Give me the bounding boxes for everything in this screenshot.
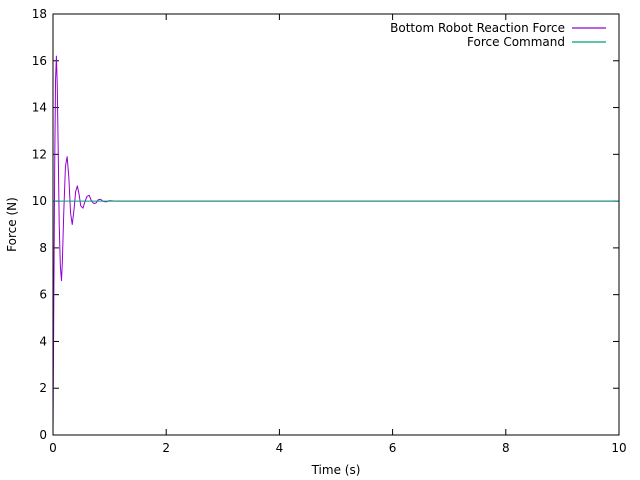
x-tick-label: 6 [389, 441, 397, 455]
x-tick-label: 0 [49, 441, 57, 455]
x-tick-label: 8 [502, 441, 510, 455]
legend-label-reaction-force: Bottom Robot Reaction Force [390, 21, 565, 35]
y-tick-label: 8 [39, 241, 47, 255]
x-tick-label: 10 [611, 441, 626, 455]
y-tick-label: 14 [32, 101, 47, 115]
x-axis-title: Time (s) [311, 463, 361, 477]
y-axis-ticks: 0 2 4 6 8 10 12 14 16 18 [32, 7, 619, 442]
y-axis-title: Force (N) [5, 197, 19, 252]
series-line-force-command [52, 200, 619, 436]
y-tick-label: 6 [39, 288, 47, 302]
series-line-reaction-force [52, 55, 619, 436]
plot-frame [52, 13, 620, 436]
legend-label-force-command: Force Command [467, 35, 565, 49]
x-axis-ticks: 0 2 4 6 8 10 [49, 14, 627, 455]
y-tick-label: 18 [32, 7, 47, 21]
y-tick-label: 16 [32, 54, 47, 68]
x-tick-label: 4 [276, 441, 284, 455]
y-tick-label: 4 [39, 334, 47, 348]
y-tick-label: 10 [32, 194, 47, 208]
y-tick-label: 0 [39, 428, 47, 442]
series-layer [52, 55, 619, 436]
x-tick-label: 2 [162, 441, 170, 455]
y-tick-label: 12 [32, 147, 47, 161]
y-tick-label: 2 [39, 381, 47, 395]
